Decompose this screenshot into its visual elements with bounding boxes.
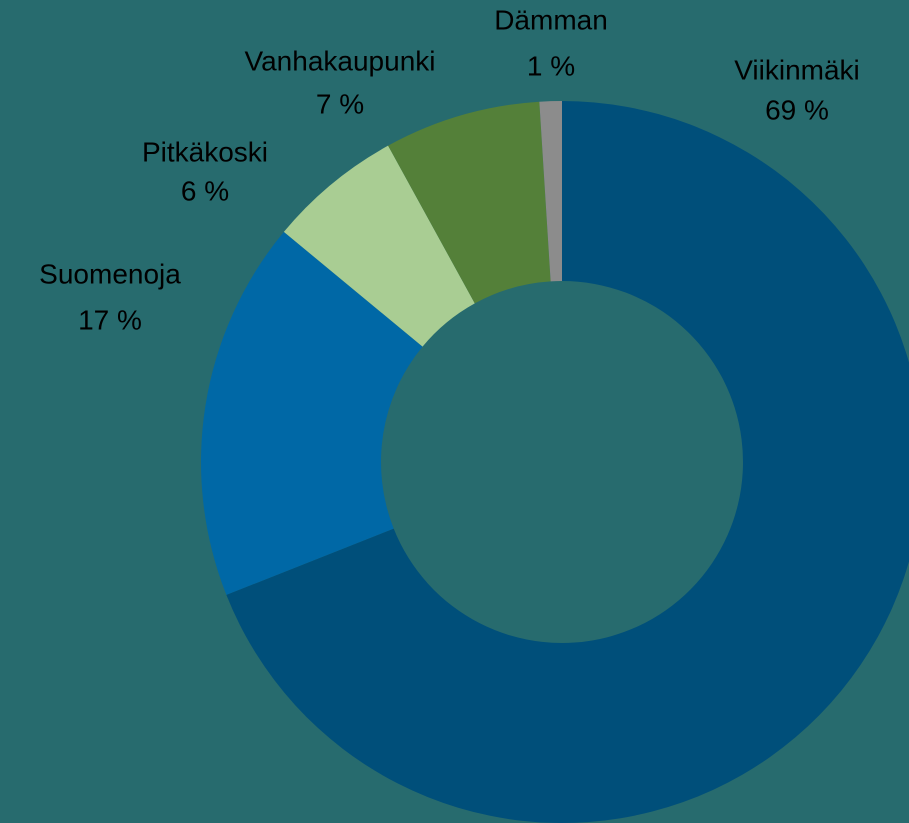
slice-label: Viikinmäki — [734, 54, 860, 85]
donut-slice — [539, 101, 562, 282]
slice-value-label: 69 % — [765, 94, 829, 125]
donut-slice — [388, 101, 551, 304]
slice-value-label: 7 % — [316, 88, 364, 119]
slice-label: Suomenoja — [39, 258, 181, 289]
slice-label: Pitkäkoski — [142, 136, 268, 167]
slice-value-label: 1 % — [527, 50, 575, 81]
slice-value-label: 6 % — [181, 175, 229, 206]
slice-value-label: 17 % — [78, 304, 142, 335]
slice-label: Vanhakaupunki — [245, 45, 436, 76]
donut-slice — [201, 231, 423, 595]
donut-slice — [283, 145, 475, 347]
donut-slice — [226, 101, 909, 823]
slice-label: Dämman — [494, 4, 608, 35]
